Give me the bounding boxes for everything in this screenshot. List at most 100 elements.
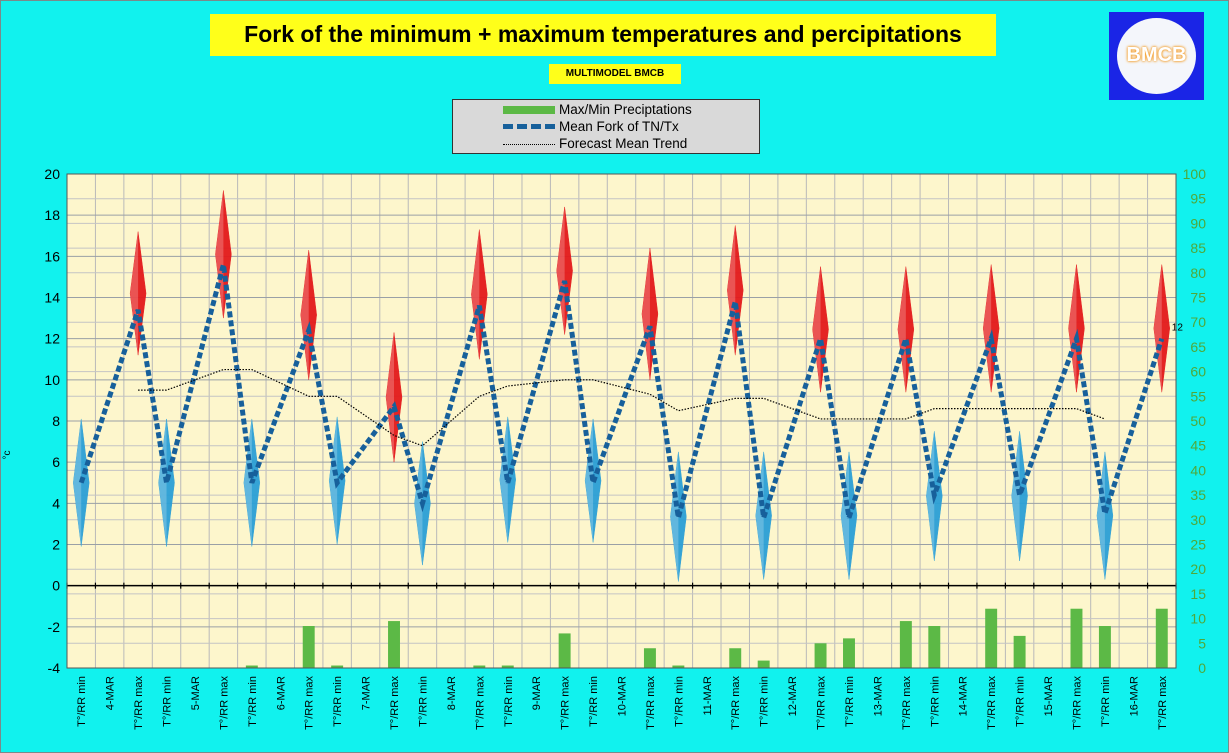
x-tick-label: T°/RR min — [759, 676, 771, 727]
min-spike-shade — [414, 441, 423, 566]
x-tick-label: 8-MAR — [446, 676, 458, 710]
legend-label: Max/Min Preciptations — [559, 102, 692, 117]
min-spike-shade — [585, 418, 594, 543]
min-spike-shade — [841, 451, 849, 580]
x-tick-label: T°/RR min — [417, 676, 429, 727]
chart-title: Fork of the minimum + maximum temperatur… — [210, 14, 996, 56]
x-tick-label: T°/RR min — [844, 676, 856, 727]
right-tick-label: 10 — [1190, 611, 1206, 627]
max-spike — [982, 264, 1000, 393]
max-spike-shade — [130, 231, 139, 356]
min-spike-shade — [499, 416, 508, 543]
precip-bar — [1013, 635, 1026, 668]
max-spike — [1153, 264, 1170, 393]
x-tick-label: T°/RR max — [645, 676, 657, 730]
right-tick-label: 90 — [1190, 215, 1206, 231]
y-tick-label: 4 — [52, 495, 60, 511]
min-spike-shade — [329, 416, 338, 545]
x-tick-label: T°/RR min — [673, 676, 685, 727]
y-tick-label: 16 — [44, 248, 60, 264]
right-tick-label: 50 — [1190, 413, 1206, 429]
max-spike-shade — [556, 206, 565, 335]
max-spike — [556, 206, 573, 335]
precip-bar — [757, 660, 770, 668]
x-tick-label: 11-MAR — [702, 676, 714, 716]
right-tick-label: 0 — [1198, 660, 1206, 676]
right-tick-label: 30 — [1190, 512, 1206, 528]
min-spike-shade — [670, 451, 679, 582]
logo-disc — [1117, 18, 1196, 94]
x-tick-label: T°/RR min — [929, 676, 941, 727]
max-spike-shade — [1153, 264, 1162, 393]
x-tick-label: T°/RR min — [503, 676, 515, 727]
precip-bar — [985, 608, 998, 668]
legend-bar-swatch — [503, 106, 555, 114]
x-tick-label: T°/RR max — [901, 676, 913, 730]
left-axis: -4 -2 0 2 4 6 8 10 12 14 16 18 20 °c — [2, 166, 60, 676]
plot-border — [66, 173, 1177, 669]
min-spike-shade — [73, 418, 82, 547]
x-tick-label: T°/RR max — [389, 676, 401, 730]
x-tick-label: T°/RR max — [304, 676, 316, 730]
max-spike — [1068, 264, 1085, 393]
y-tick-label: 0 — [52, 578, 60, 594]
chart-legend: Max/Min Preciptations Mean Fork of TN/Tx… — [452, 99, 760, 154]
x-tick-label: 9-MAR — [531, 676, 543, 710]
precip-bar — [928, 626, 941, 668]
legend-item-mean-fork: Mean Fork of TN/Tx — [453, 118, 761, 136]
legend-item-precipitation: Max/Min Preciptations — [453, 101, 761, 119]
right-tick-label: 25 — [1190, 537, 1206, 553]
right-tick-label: 85 — [1190, 240, 1206, 256]
x-tick-label: 13-MAR — [872, 676, 884, 716]
right-tick-label: 95 — [1190, 191, 1206, 207]
mean-fork-line — [78, 263, 1165, 519]
precip-bar — [501, 665, 514, 668]
x-tick-label: T°/RR min — [1100, 676, 1112, 727]
x-tick-label: 14-MAR — [958, 676, 970, 716]
x-tick-label: T°/RR max — [986, 676, 998, 730]
right-tick-label: 100 — [1183, 166, 1207, 182]
x-tick-label: T°/RR max — [1157, 676, 1169, 730]
x-tick-label: T°/RR max — [218, 676, 230, 730]
forecast-trend-line — [138, 368, 1106, 447]
min-spike-shade — [1096, 451, 1105, 580]
x-tick-label: T°/RR min — [588, 676, 600, 727]
x-tick-label: 5-MAR — [190, 676, 202, 710]
precip-bar — [1155, 608, 1168, 668]
min-spike-shade — [926, 431, 935, 561]
x-tick-label: 12-MAR — [787, 676, 799, 716]
max-spike — [471, 229, 488, 360]
x-tick-label: T°/RR max — [1071, 676, 1083, 730]
right-tick-label: 5 — [1198, 635, 1206, 651]
legend-dotted-swatch — [503, 144, 555, 145]
right-tick-label: 70 — [1190, 314, 1206, 330]
max-spike-shade — [727, 225, 736, 356]
y-tick-label: 14 — [44, 290, 60, 306]
y-tick-label: 6 — [52, 454, 60, 470]
precip-bar — [1098, 626, 1111, 668]
right-tick-label: 60 — [1190, 364, 1206, 380]
precip-bar — [672, 665, 685, 668]
precip-bar — [473, 665, 486, 668]
precip-bar — [729, 648, 742, 668]
min-spike-shade — [1011, 431, 1020, 561]
right-tick-label: 20 — [1190, 561, 1206, 577]
x-tick-label: 16-MAR — [1128, 676, 1140, 716]
right-tick-label: 45 — [1190, 438, 1206, 454]
x-tick-label: T°/RR max — [730, 676, 742, 730]
legend-item-trend: Forecast Mean Trend — [453, 135, 761, 153]
y-tick-label: 20 — [44, 166, 60, 182]
precip-bar — [302, 626, 315, 668]
x-tick-label: T°/RR min — [247, 676, 259, 727]
x-tick-label: 15-MAR — [1043, 676, 1055, 716]
max-spike-shade — [300, 250, 309, 380]
right-tick-label: 40 — [1190, 462, 1206, 478]
y-axis-label: °c — [2, 451, 13, 460]
legend-label: Mean Fork of TN/Tx — [559, 119, 679, 134]
max-spike-shade — [386, 332, 395, 463]
precip-bar — [643, 648, 656, 668]
precip-bars — [245, 608, 1168, 668]
right-tick-label: 35 — [1190, 487, 1206, 503]
bmcb-logo: BMCB — [1109, 12, 1204, 100]
